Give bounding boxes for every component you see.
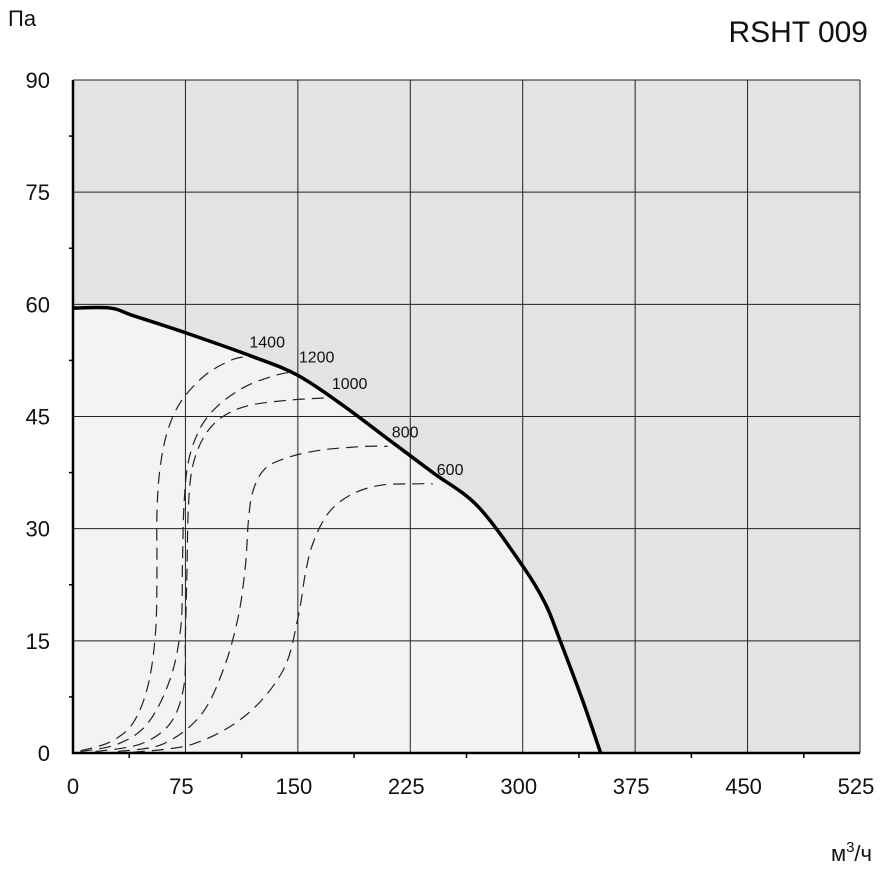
y-tick-label: 45 xyxy=(26,405,50,430)
fan-curve-line xyxy=(72,305,603,754)
x-tick-label: 150 xyxy=(275,774,312,799)
x-tick-label: 300 xyxy=(500,774,537,799)
y-tick-label: 30 xyxy=(26,517,50,542)
tick-labels: 0 15 30 45 60 75 90 0 75 150 225 300 375 450 525 xyxy=(26,68,875,799)
axes xyxy=(69,80,860,758)
x-axis-label-suffix: /ч xyxy=(854,841,872,866)
y-tick-label: 15 xyxy=(26,629,50,654)
x-tick-label: 225 xyxy=(388,774,425,799)
curve-label-1400: 1400 xyxy=(249,335,285,352)
x-axis-label-sup: 3 xyxy=(846,839,854,856)
curve-label-600: 600 xyxy=(437,462,464,479)
y-tick-label: 75 xyxy=(26,180,50,205)
curve-label-1200: 1200 xyxy=(299,350,335,367)
y-axis-label: Па xyxy=(8,6,37,31)
y-tick-label: 60 xyxy=(26,292,50,317)
series-line-800 xyxy=(117,445,388,753)
series-line-1400 xyxy=(80,356,246,752)
series-line-1200 xyxy=(80,371,295,753)
curve-labels: 1400 1200 1000 800 600 xyxy=(249,335,463,479)
chart-title: RSHT 009 xyxy=(728,16,868,49)
curve-label-1000: 1000 xyxy=(332,376,368,393)
x-tick-label: 75 xyxy=(169,774,193,799)
y-tick-label: 90 xyxy=(26,68,50,93)
x-tick-label: 0 xyxy=(67,774,79,799)
curve-label-800: 800 xyxy=(392,424,419,441)
x-tick-label: 375 xyxy=(613,774,650,799)
y-tick-label: 0 xyxy=(38,741,50,766)
series-lines xyxy=(72,305,603,754)
series-line-1000 xyxy=(95,397,328,753)
series-line-600 xyxy=(132,483,433,753)
x-tick-label: 450 xyxy=(725,774,762,799)
x-tick-label: 525 xyxy=(838,774,875,799)
x-axis-label-base: м xyxy=(831,841,846,866)
x-axis-label: м3/ч xyxy=(831,839,872,866)
